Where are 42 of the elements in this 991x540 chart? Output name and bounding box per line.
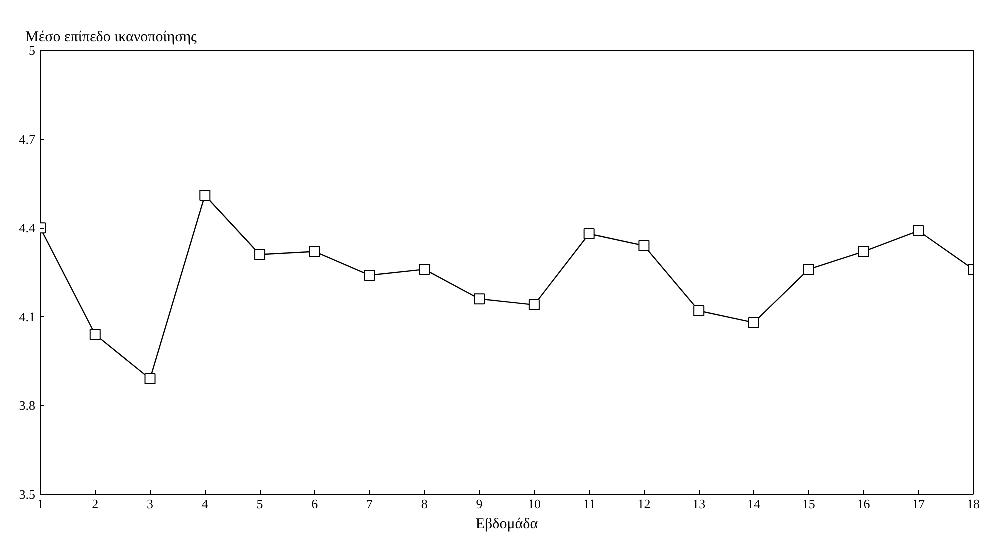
- x-tick-label: 12: [638, 496, 651, 512]
- point: [90, 329, 101, 340]
- x-tick-label: 14: [747, 496, 761, 512]
- point: [528, 300, 540, 311]
- y-tick-label: 3.5: [19, 487, 36, 502]
- point: [858, 246, 870, 258]
- x-tick-label: 1: [37, 496, 44, 512]
- point: [913, 226, 924, 237]
- x-tick-label: 9: [476, 496, 483, 512]
- point: [254, 249, 266, 260]
- point: [584, 228, 595, 240]
- x-tick-label: 8: [421, 496, 428, 512]
- x-tick-label: 13: [692, 496, 706, 512]
- point: [200, 190, 211, 202]
- point: [694, 305, 705, 316]
- x-tick-label: 15: [802, 496, 816, 512]
- x-tick-label: 18: [967, 496, 980, 512]
- point: [474, 294, 486, 305]
- y-tick-label: 4.7: [19, 132, 36, 147]
- point: [748, 317, 760, 328]
- x-tick-label: 10: [528, 496, 541, 512]
- x-tick-label: 11: [583, 496, 596, 512]
- point: [419, 264, 430, 276]
- x-tick-label: 3: [147, 496, 154, 512]
- point: [803, 264, 814, 276]
- y-axis-title: Μέσο επίπεδο ικανοποίησης: [26, 30, 198, 46]
- point: [144, 374, 156, 385]
- point: [309, 246, 320, 258]
- x-tick-label: 6: [312, 496, 319, 512]
- x-tick-label: 2: [92, 496, 99, 512]
- point: [638, 240, 650, 252]
- y-tick-label: 4.1: [19, 309, 36, 324]
- x-tick-label: 16: [857, 496, 871, 512]
- x-axis-title: Εβδομάδα: [476, 516, 538, 532]
- point: [364, 270, 376, 281]
- y-tick-label: 4.4: [19, 220, 36, 236]
- x-tick-label: 7: [366, 496, 374, 512]
- y-tick-label: 3.8: [19, 398, 36, 414]
- x-tick-label: 17: [912, 496, 926, 512]
- x-tick-label: 4: [202, 496, 209, 512]
- x-tick-label: 5: [256, 496, 264, 512]
- y-tick-label: 5: [29, 43, 36, 58]
